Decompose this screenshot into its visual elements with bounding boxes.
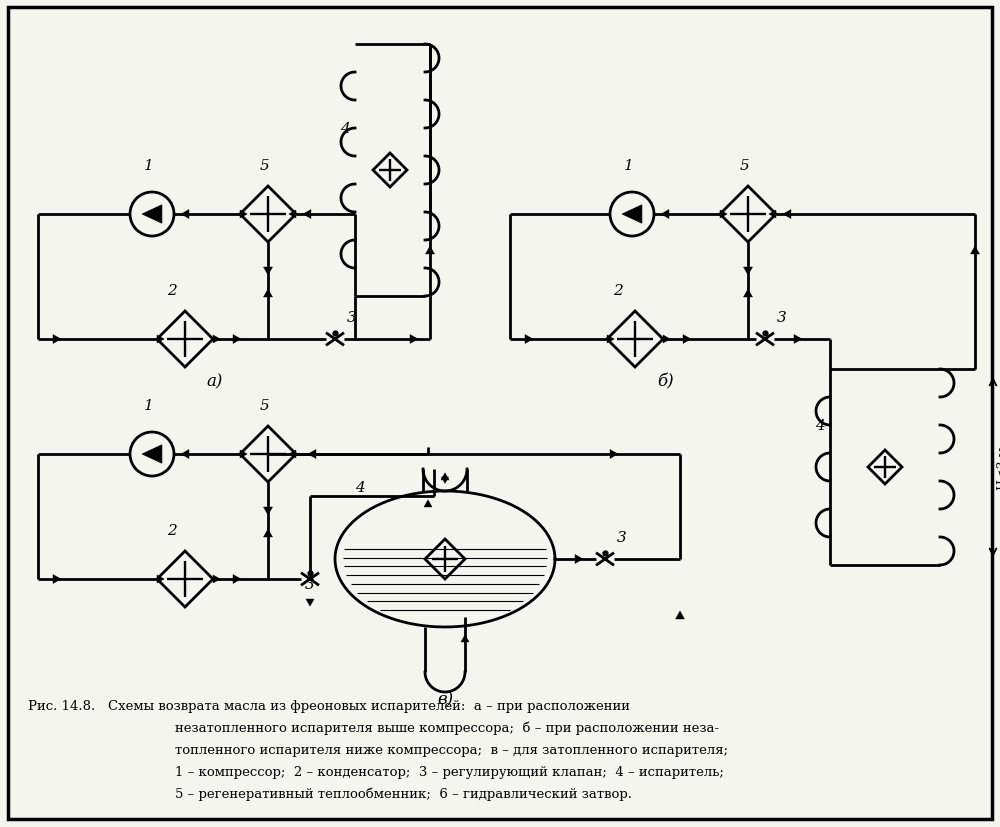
Polygon shape: [676, 611, 684, 619]
Polygon shape: [213, 336, 220, 344]
Polygon shape: [181, 450, 189, 459]
Text: 5: 5: [740, 159, 750, 173]
Polygon shape: [575, 555, 583, 564]
Polygon shape: [53, 335, 61, 344]
Polygon shape: [233, 575, 241, 584]
Polygon shape: [240, 211, 247, 219]
Polygon shape: [441, 473, 449, 480]
Polygon shape: [607, 336, 614, 344]
Polygon shape: [53, 575, 61, 584]
Polygon shape: [289, 211, 296, 219]
Polygon shape: [461, 635, 469, 643]
Polygon shape: [303, 210, 311, 219]
Text: Рис. 14.8.   Схемы возврата масла из фреоновых испарителей:  а – при расположени: Рис. 14.8. Схемы возврата масла из фреон…: [28, 699, 630, 712]
Polygon shape: [264, 268, 273, 275]
Text: 4: 4: [815, 418, 825, 433]
Text: 4: 4: [355, 480, 365, 495]
Text: H≤3 м: H≤3 м: [997, 446, 1000, 489]
Polygon shape: [213, 576, 220, 583]
Text: б): б): [657, 372, 673, 390]
Text: 3: 3: [777, 311, 787, 325]
Text: 2: 2: [167, 523, 177, 538]
Polygon shape: [622, 206, 642, 224]
Polygon shape: [264, 508, 273, 515]
Text: топленного испарителя ниже компрессора;  в – для затопленного испарителя;: топленного испарителя ниже компрессора; …: [175, 743, 728, 756]
Text: 5 – регенеративный теплообменник;  6 – гидравлический затвор.: 5 – регенеративный теплообменник; 6 – ги…: [175, 787, 632, 801]
Polygon shape: [157, 576, 164, 583]
Text: 1: 1: [624, 159, 634, 173]
Polygon shape: [264, 529, 273, 538]
Polygon shape: [441, 477, 449, 484]
Text: 3: 3: [617, 530, 627, 544]
Polygon shape: [240, 451, 247, 458]
Polygon shape: [525, 335, 533, 344]
Text: 2: 2: [613, 284, 623, 298]
Text: 1: 1: [144, 399, 154, 413]
Polygon shape: [424, 500, 432, 508]
Polygon shape: [744, 268, 753, 275]
Polygon shape: [794, 335, 802, 344]
Polygon shape: [970, 246, 980, 255]
Text: а): а): [207, 372, 223, 390]
Polygon shape: [233, 335, 241, 344]
Polygon shape: [769, 211, 776, 219]
Polygon shape: [264, 289, 273, 298]
Polygon shape: [426, 246, 435, 255]
Text: 3: 3: [347, 311, 357, 325]
Polygon shape: [663, 336, 670, 344]
Polygon shape: [683, 335, 691, 344]
Text: 3: 3: [305, 577, 315, 591]
Polygon shape: [610, 450, 618, 459]
Polygon shape: [783, 210, 791, 219]
Text: 5: 5: [260, 399, 270, 413]
Polygon shape: [306, 600, 314, 606]
Text: 1: 1: [144, 159, 154, 173]
Text: незатопленного испарителя выше компрессора;  б – при расположении неза-: незатопленного испарителя выше компрессо…: [175, 721, 719, 734]
Text: 2: 2: [167, 284, 177, 298]
Polygon shape: [410, 335, 418, 344]
Text: 5: 5: [260, 159, 270, 173]
Polygon shape: [744, 289, 753, 298]
Text: в): в): [437, 691, 453, 707]
Text: 4: 4: [340, 122, 350, 136]
Polygon shape: [157, 336, 164, 344]
Polygon shape: [720, 211, 727, 219]
Polygon shape: [308, 450, 316, 459]
Polygon shape: [142, 206, 162, 224]
Polygon shape: [181, 210, 189, 219]
Polygon shape: [142, 445, 162, 464]
Polygon shape: [289, 451, 296, 458]
Polygon shape: [661, 210, 669, 219]
Text: 1 – компрессор;  2 – конденсатор;  3 – регулирующий клапан;  4 – испаритель;: 1 – компрессор; 2 – конденсатор; 3 – рег…: [175, 765, 724, 778]
